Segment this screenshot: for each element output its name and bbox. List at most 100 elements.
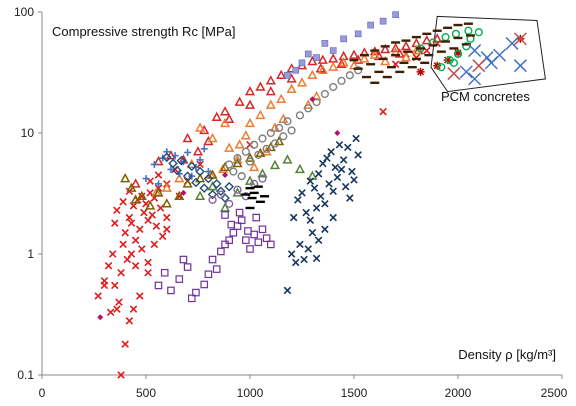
data-point <box>317 54 328 64</box>
data-point <box>338 57 349 67</box>
data-point <box>224 113 235 123</box>
data-point <box>115 298 123 306</box>
data-point <box>135 225 144 234</box>
data-point <box>329 187 337 196</box>
data-point <box>212 265 221 273</box>
data-point <box>244 152 256 162</box>
data-point <box>179 255 188 264</box>
data-point <box>468 72 482 86</box>
data-point <box>154 180 162 188</box>
data-point <box>153 187 164 197</box>
data-point <box>129 202 138 210</box>
data-point <box>321 200 329 208</box>
data-point <box>237 172 246 181</box>
data-point <box>304 50 312 58</box>
data-point <box>207 132 218 143</box>
data-point <box>216 186 226 197</box>
data-point <box>296 240 304 249</box>
data-point <box>221 211 229 219</box>
data-point <box>451 29 461 38</box>
data-point <box>113 305 121 313</box>
x-axis-title: Density ρ [kg/m³] <box>458 347 556 362</box>
y-tick-label: 0.1 <box>17 368 34 382</box>
data-point <box>275 123 284 133</box>
data-point <box>327 147 335 156</box>
data-point <box>265 85 276 96</box>
data-point <box>160 268 169 277</box>
data-point <box>334 130 341 136</box>
data-point <box>287 126 296 135</box>
data-point <box>242 236 250 245</box>
data-point <box>175 192 184 201</box>
data-point <box>464 26 473 35</box>
data-point <box>123 255 132 264</box>
data-point <box>325 180 333 188</box>
data-point <box>269 122 281 132</box>
data-point <box>219 106 231 116</box>
data-point <box>196 156 204 164</box>
data-point <box>303 99 314 109</box>
data-point <box>369 49 380 59</box>
data-point <box>316 192 325 201</box>
data-point <box>234 139 245 149</box>
data-point <box>340 35 347 43</box>
data-point <box>161 198 172 208</box>
x-tick-label: 2000 <box>445 386 472 400</box>
pcm-concretes-label: PCM concretes <box>441 89 530 104</box>
data-point <box>154 281 163 290</box>
data-point <box>314 170 323 178</box>
data-point <box>367 21 374 29</box>
data-point <box>229 228 238 237</box>
x-tick-label: 500 <box>136 386 156 400</box>
data-point <box>195 190 206 201</box>
data-point <box>262 144 271 153</box>
data-point <box>314 236 323 244</box>
data-point <box>472 59 486 73</box>
data-point <box>219 202 231 212</box>
data-point <box>163 225 171 234</box>
data-point <box>225 160 234 169</box>
data-point <box>306 216 315 225</box>
data-point <box>331 163 340 172</box>
data-point <box>195 122 206 132</box>
data-point <box>505 36 519 50</box>
data-point <box>161 182 172 192</box>
data-point <box>245 157 255 166</box>
data-point <box>182 132 193 143</box>
data-point <box>125 213 134 222</box>
data-point <box>352 134 360 143</box>
data-point <box>459 65 473 79</box>
data-point <box>250 230 258 239</box>
data-point <box>159 154 167 162</box>
data-point <box>153 156 164 166</box>
data-point <box>315 63 326 73</box>
data-point <box>255 147 266 158</box>
data-point <box>150 240 159 249</box>
data-point <box>329 47 337 54</box>
data-point <box>175 275 184 283</box>
x-tick-label: 2500 <box>541 386 568 400</box>
data-point <box>304 245 313 253</box>
data-point <box>174 190 185 201</box>
data-point <box>97 314 104 321</box>
data-point <box>453 49 463 59</box>
data-point <box>295 111 305 120</box>
data-point <box>219 117 231 128</box>
x-tick-label: 1500 <box>341 386 368 400</box>
data-point <box>339 156 348 164</box>
data-point <box>241 147 250 156</box>
data-point <box>211 111 222 121</box>
data-point <box>321 40 329 47</box>
pcm-concretes-outline <box>430 15 546 93</box>
data-point <box>335 140 344 149</box>
data-point <box>250 140 259 149</box>
data-point <box>200 280 209 289</box>
data-point <box>348 167 356 176</box>
data-point <box>289 213 298 222</box>
data-point <box>309 96 316 103</box>
data-point <box>400 52 412 62</box>
data-point <box>176 155 187 166</box>
data-point <box>284 71 291 79</box>
data-point <box>254 150 263 159</box>
data-point <box>183 263 192 271</box>
